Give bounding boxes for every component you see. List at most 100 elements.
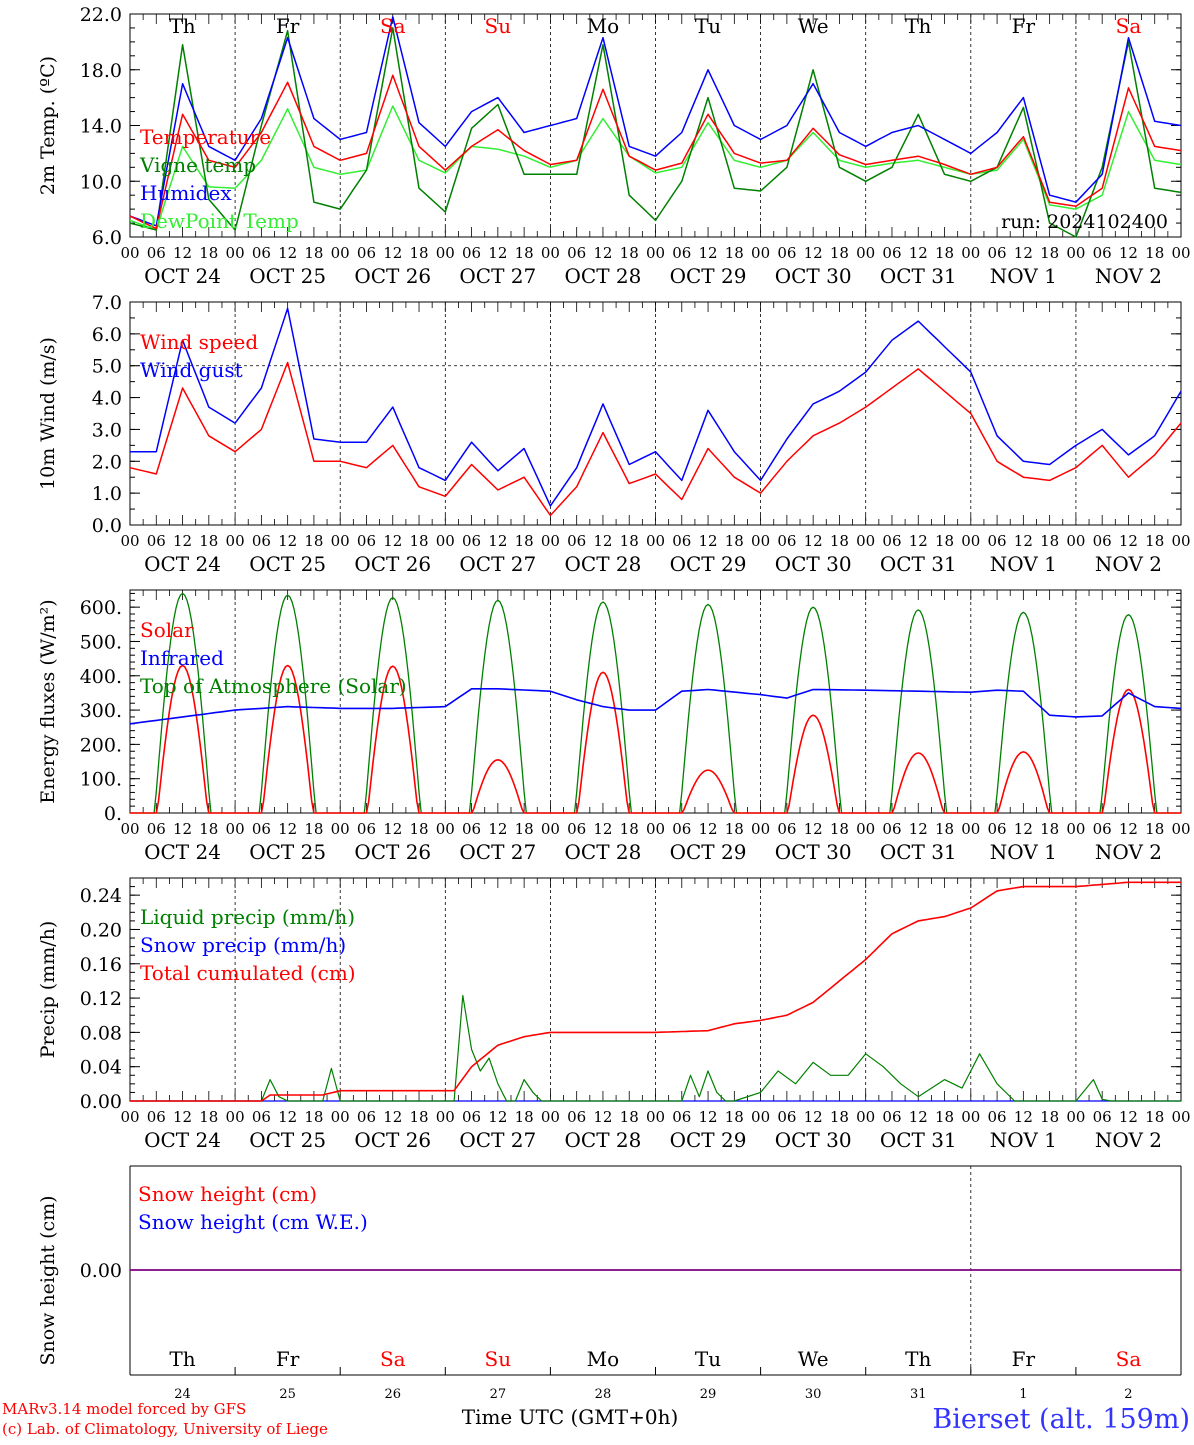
x-hour-label: 12: [699, 820, 718, 838]
x-hour-label: 18: [935, 820, 954, 838]
x-date-label: OCT 28: [565, 840, 642, 864]
x-hour-label: 06: [1093, 244, 1112, 262]
x-hour-label: 12: [488, 820, 507, 838]
x-hour-label: 00: [436, 244, 455, 262]
x-date-label: NOV 1: [990, 264, 1057, 288]
x-date-label: OCT 27: [459, 264, 536, 288]
weekday-label: Fr: [1012, 1347, 1036, 1371]
x-hour-label: 00: [1171, 244, 1190, 262]
x-date-label: OCT 24: [144, 840, 221, 864]
x-date-label: OCT 29: [670, 840, 747, 864]
x-date-label: NOV 1: [990, 840, 1057, 864]
x-hour-label: 12: [278, 820, 297, 838]
x-hour-label: 12: [909, 244, 928, 262]
x-hour-label: 00: [751, 820, 770, 838]
x-hour-label: 00: [1066, 532, 1085, 550]
solar-line: [130, 664, 1181, 814]
y-tick-label: 0.04: [80, 1057, 122, 1079]
x-hour-label: 00: [331, 532, 350, 550]
x-hour-label: 00: [1066, 244, 1085, 262]
x-hour-label: 12: [173, 820, 192, 838]
y-axis-title: 2m Temp. (ºC): [37, 56, 59, 195]
x-hour-label: 12: [699, 532, 718, 550]
x-hour-label: 00: [331, 1108, 350, 1126]
x-date-label: OCT 26: [354, 552, 431, 576]
x-hour-label: 06: [672, 820, 691, 838]
x-hour-label: 06: [252, 532, 271, 550]
x-hour-label: 12: [488, 1108, 507, 1126]
x-hour-label: 12: [1014, 1108, 1033, 1126]
x-hour-label: 00: [961, 532, 980, 550]
legend-entry: Wind gust: [140, 358, 243, 382]
x-hour-label: 00: [541, 532, 560, 550]
x-hour-label: 18: [199, 1108, 218, 1126]
x-hour-label: 18: [409, 244, 428, 262]
x-hour-label: 06: [462, 244, 481, 262]
y-tick-label: 14.0: [80, 116, 122, 138]
x-date-label: OCT 28: [565, 552, 642, 576]
x-hour-label: 06: [147, 532, 166, 550]
x-hour-label: 06: [882, 1108, 901, 1126]
x-hour-label: 00: [751, 1108, 770, 1126]
day-number-label: 1: [1019, 1387, 1027, 1402]
x-hour-label: 06: [882, 532, 901, 550]
legend-entry: Top of Atmosphere (Solar): [140, 674, 407, 698]
x-date-label: OCT 27: [459, 840, 536, 864]
x-hour-label: 18: [620, 532, 639, 550]
legend-entry: Wind speed: [140, 330, 258, 354]
panel-frame: [129, 13, 1182, 238]
y-tick-label: 0.16: [80, 954, 122, 976]
cumulated-precip-line: [130, 881, 1181, 1102]
x-hour-label: 06: [988, 532, 1007, 550]
x-hour-label: 18: [515, 532, 534, 550]
x-hour-label: 06: [462, 1108, 481, 1126]
x-hour-label: 06: [672, 1108, 691, 1126]
x-hour-label: 18: [830, 820, 849, 838]
x-date-label: OCT 29: [670, 1128, 747, 1152]
x-hour-label: 12: [278, 532, 297, 550]
x-hour-label: 18: [515, 820, 534, 838]
x-hour-label: 06: [988, 1108, 1007, 1126]
x-hour-label: 18: [1040, 1108, 1059, 1126]
x-hour-label: 06: [357, 532, 376, 550]
x-date-label: OCT 31: [880, 840, 957, 864]
y-tick-label: 400.: [80, 666, 122, 688]
x-hour-label: 12: [593, 244, 612, 262]
x-hour-label: 12: [1119, 1108, 1138, 1126]
day-number-label: 28: [595, 1387, 612, 1402]
x-hour-label: 00: [331, 820, 350, 838]
x-hour-label: 00: [541, 1108, 560, 1126]
x-hour-label: 06: [252, 820, 271, 838]
x-hour-label: 12: [488, 532, 507, 550]
x-hour-label: 12: [173, 532, 192, 550]
x-hour-label: 18: [304, 820, 323, 838]
x-date-label: OCT 25: [249, 1128, 326, 1152]
x-hour-label: 18: [935, 244, 954, 262]
x-hour-label: 06: [672, 244, 691, 262]
x-hour-label: 12: [804, 532, 823, 550]
weekday-label: Sa: [1116, 14, 1142, 38]
x-hour-label: 06: [147, 244, 166, 262]
vigne-temp-line: [129, 27, 1182, 238]
x-hour-label: 18: [199, 532, 218, 550]
weekday-label: Fr: [276, 1347, 300, 1371]
y-axis-title: Energy fluxes (W/m²): [37, 599, 59, 803]
y-tick-label: 6.0: [92, 324, 122, 346]
x-hour-label: 18: [1145, 1108, 1164, 1126]
x-date-label: OCT 30: [775, 552, 852, 576]
y-axis-title: Precip (mm/h): [37, 921, 59, 1059]
x-hour-label: 00: [226, 532, 245, 550]
x-hour-label: 18: [935, 1108, 954, 1126]
x-date-label: OCT 25: [249, 840, 326, 864]
x-hour-label: 06: [357, 820, 376, 838]
panel-frame: [129, 589, 1182, 814]
y-axis-title: Snow height (cm): [37, 1195, 59, 1365]
x-date-label: NOV 2: [1095, 552, 1162, 576]
x-hour-label: 00: [961, 1108, 980, 1126]
model-credit: MARv3.14 model forced by GFS: [2, 1400, 246, 1418]
legend-entry: Temperature: [140, 125, 271, 149]
x-hour-label: 12: [804, 1108, 823, 1126]
x-hour-label: 12: [383, 244, 402, 262]
x-hour-label: 00: [856, 532, 875, 550]
x-hour-label: 00: [436, 1108, 455, 1126]
